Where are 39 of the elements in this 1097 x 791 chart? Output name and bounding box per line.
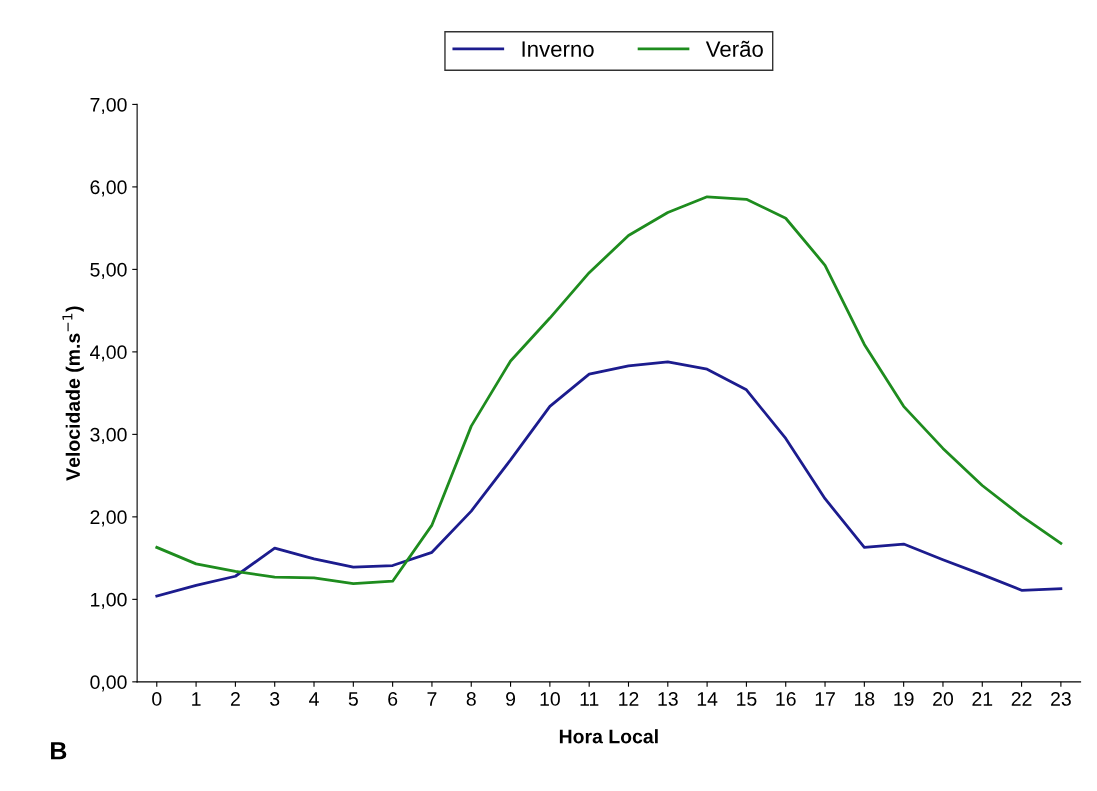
y-tick-label: 1,00 <box>91 592 127 609</box>
y-tick-label: 7,00 <box>90 97 127 114</box>
x-tick-label: 0 <box>152 692 162 706</box>
y-axis-title: Velocidade (m.s$^{−1}$) <box>62 306 84 481</box>
x-tick-label: 8 <box>466 692 476 706</box>
legend-label: Verão <box>705 40 763 57</box>
x-tick-label: 13 <box>658 692 678 706</box>
x-tick-label: 17 <box>815 692 835 706</box>
y-tick-label: 0,00 <box>90 675 127 692</box>
line-series <box>155 360 1063 598</box>
x-tick-label: 9 <box>506 692 516 706</box>
x-tick-label: 12 <box>619 692 639 706</box>
y-tick-label: 6,00 <box>90 180 127 197</box>
x-tick-label: 4 <box>309 692 319 706</box>
x-tick-label: 15 <box>737 692 757 706</box>
x-tick-label: 1 <box>192 692 201 706</box>
x-tick-label: 21 <box>972 692 993 706</box>
x-tick-label: 7 <box>427 692 437 706</box>
legend-label: Inverno <box>522 41 594 57</box>
y-tick-label: 2,00 <box>90 510 127 527</box>
y-tick-label: 5,00 <box>90 262 127 279</box>
x-tick-label: 6 <box>388 692 398 706</box>
x-tick-label: 22 <box>1011 692 1032 706</box>
x-tick-label: 20 <box>933 692 954 706</box>
x-tick-label: 23 <box>1051 692 1071 706</box>
text: B <box>51 742 67 760</box>
y-tick-label: 3,00 <box>90 427 127 444</box>
x-tick-label: 5 <box>348 692 358 706</box>
x-tick-label: 2 <box>230 692 240 706</box>
x-axis-title: Hora Local <box>559 729 658 744</box>
x-tick-label: 19 <box>894 692 914 706</box>
x-tick-label: 14 <box>697 692 718 706</box>
y-tick-label: 4,00 <box>90 345 127 362</box>
x-tick-label: 11 <box>580 692 599 706</box>
x-tick-label: 18 <box>855 692 875 706</box>
x-tick-label: 10 <box>540 692 560 706</box>
x-tick-label: 3 <box>270 692 280 706</box>
line-series <box>155 195 1063 586</box>
x-tick-label: 16 <box>776 692 796 706</box>
